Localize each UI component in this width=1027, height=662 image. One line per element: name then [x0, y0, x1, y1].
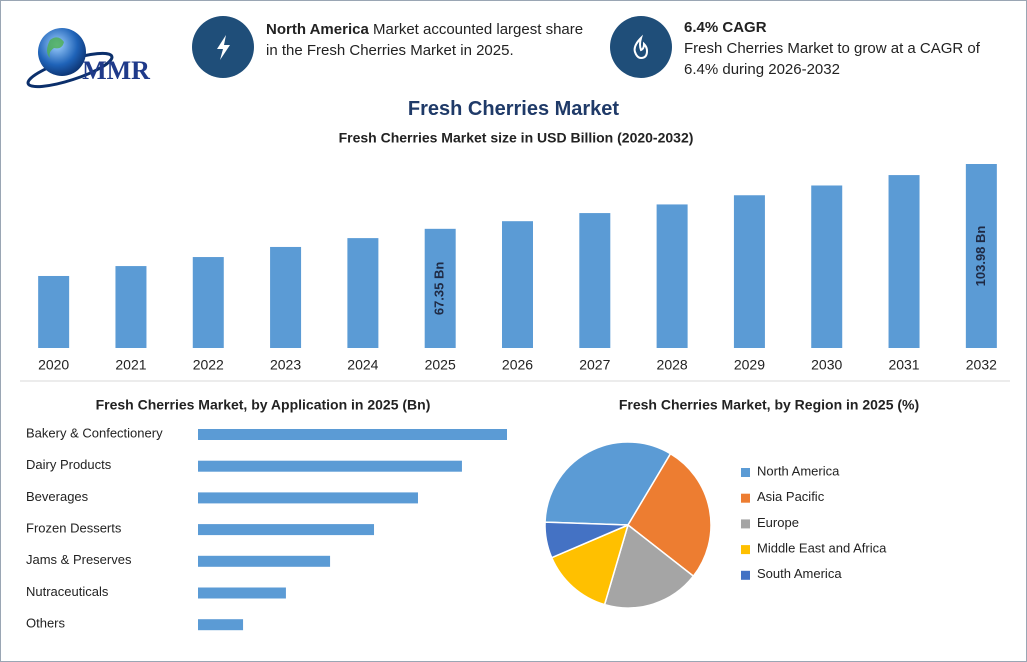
legend-swatch — [741, 468, 750, 477]
legend-label: South America — [757, 566, 842, 581]
category-label: Dairy Products — [26, 457, 112, 472]
x-tick-label: 2029 — [734, 357, 765, 373]
bar — [198, 555, 331, 567]
bar — [192, 257, 224, 348]
chart-title: Fresh Cherries Market, by Region in 2025… — [619, 397, 919, 413]
bar — [115, 266, 147, 348]
highlight-text: Fresh Cherries Market to grow at a CAGR … — [684, 40, 980, 78]
x-tick-label: 2030 — [811, 357, 842, 373]
x-tick-label: 2024 — [347, 357, 378, 373]
pie-slice — [627, 452, 712, 578]
bar — [270, 246, 302, 348]
x-tick-label: 2025 — [425, 357, 456, 373]
bar — [579, 213, 611, 348]
category-label: Jams & Preserves — [26, 552, 132, 567]
logo-text: MMR — [82, 56, 150, 85]
legend-swatch — [741, 570, 750, 580]
x-tick-label: 2020 — [38, 357, 69, 373]
pie-slice — [544, 441, 672, 526]
legend-swatch — [741, 545, 750, 555]
bar — [198, 429, 507, 440]
chart-title: Fresh Cherries Market, by Application in… — [96, 397, 431, 413]
bar — [733, 195, 765, 348]
legend-swatch — [741, 493, 750, 503]
value-label: 67.35 Bn — [432, 262, 447, 316]
x-tick-label: 2031 — [888, 357, 919, 373]
bar — [656, 204, 688, 348]
bar — [198, 460, 462, 472]
bar — [198, 524, 375, 536]
bar — [811, 185, 843, 348]
x-tick-label: 2027 — [579, 357, 610, 373]
bar — [502, 221, 533, 348]
x-tick-label: 2026 — [502, 357, 533, 373]
x-tick-label: 2021 — [115, 357, 146, 373]
chart-title: Fresh Cherries Market size in USD Billio… — [339, 130, 694, 146]
highlight-2: 6.4% CAGR Fresh Cherries Market to grow a… — [684, 17, 1004, 80]
legend-label: North America — [757, 463, 840, 478]
highlight-text: Market accounted largest share in the Fr… — [266, 21, 584, 59]
bar — [424, 228, 456, 348]
icon-2 — [610, 16, 672, 78]
logo: MMR — [26, 28, 150, 89]
bar — [198, 619, 244, 631]
bar — [888, 175, 920, 348]
category-label: Frozen Desserts — [26, 521, 122, 536]
category-label: Nutraceuticals — [26, 584, 109, 599]
bar — [198, 492, 418, 504]
legend-label: Europe — [757, 515, 799, 530]
main-title: Fresh Cherries Market — [407, 98, 620, 120]
legend-swatch — [741, 519, 750, 529]
icon-1 — [192, 16, 254, 78]
bar — [38, 275, 70, 348]
x-tick-label: 2023 — [270, 357, 301, 373]
x-tick-label: 2028 — [657, 357, 688, 373]
category-label: Beverages — [26, 489, 89, 504]
bar — [965, 164, 997, 348]
category-label: Others — [26, 616, 66, 631]
x-tick-label: 2032 — [966, 357, 997, 373]
legend-label: Asia Pacific — [757, 489, 825, 504]
highlight-title: 6.4% CAGR — [684, 19, 767, 36]
pie-slice — [550, 523, 630, 606]
value-label: 103.98 Bn — [973, 226, 988, 287]
x-tick-label: 2022 — [193, 357, 224, 373]
highlight-1: North America Market accounted largest s… — [266, 19, 586, 61]
pie-slice — [603, 523, 695, 609]
category-label: Bakery & Confectionery — [26, 425, 163, 440]
legend-label: Middle East and Africa — [757, 541, 887, 556]
bar — [347, 238, 379, 348]
highlight-bold: North America — [266, 21, 369, 38]
pie-slice — [544, 521, 629, 559]
bar — [198, 587, 286, 599]
